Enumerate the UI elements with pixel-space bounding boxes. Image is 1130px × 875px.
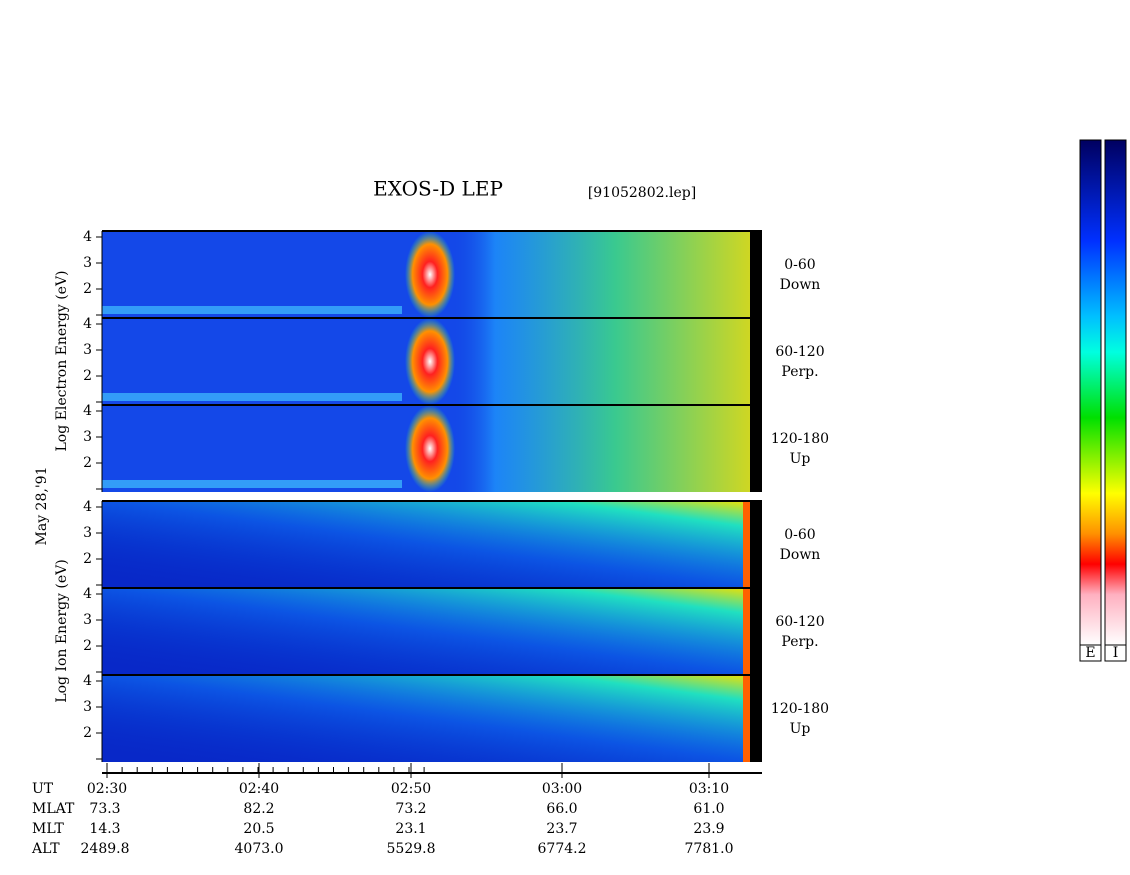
y-axis-label: Log Ion Energy (eV) <box>54 559 70 702</box>
y-tick-label: 4 <box>83 229 92 245</box>
panel-low <box>102 306 402 314</box>
y-tick-label: 2 <box>83 551 92 567</box>
row-value: 73.3 <box>89 801 120 817</box>
row-value: 7781.0 <box>685 841 734 857</box>
fill-band <box>750 231 762 318</box>
y-tick-label: 3 <box>83 699 92 715</box>
panel-dir: Down <box>780 547 821 563</box>
panel-hot <box>102 501 750 588</box>
row-value: 14.3 <box>89 821 120 837</box>
date-label: May 28,'91 <box>34 467 50 546</box>
panel-low <box>102 480 402 488</box>
panel-hot <box>450 405 750 492</box>
y-tick-label: 4 <box>83 316 92 332</box>
row-name: UT <box>32 781 54 797</box>
row-value: 73.2 <box>395 801 426 817</box>
x-tick-label: 02:50 <box>391 781 431 797</box>
panel-range: 120-180 <box>771 701 829 717</box>
x-tick-label: 03:10 <box>689 781 729 797</box>
panel-dir: Perp. <box>781 634 818 650</box>
y-tick-label: 2 <box>83 281 92 297</box>
panel-dir: Perp. <box>781 364 818 380</box>
panel-hot <box>450 231 750 318</box>
panel-low <box>102 393 402 401</box>
row-name: ALT <box>31 841 60 857</box>
fill-band <box>750 501 762 588</box>
y-tick-label: 3 <box>83 255 92 271</box>
fill-band <box>750 675 762 762</box>
panel-range: 60-120 <box>775 344 824 360</box>
panel-edge <box>743 675 750 762</box>
panel-dir: Down <box>780 277 821 293</box>
colorbar <box>1079 139 1102 646</box>
panel-hot <box>450 318 750 405</box>
x-tick-label: 03:00 <box>542 781 582 797</box>
row-value: 23.1 <box>395 821 426 837</box>
row-value: 82.2 <box>243 801 274 817</box>
row-name: MLT <box>32 821 64 837</box>
panel-hot <box>102 675 750 762</box>
y-tick-label: 4 <box>83 499 92 515</box>
panel-burst <box>405 231 455 318</box>
y-tick-label: 4 <box>83 673 92 689</box>
row-value: 4073.0 <box>235 841 284 857</box>
row-value: 23.9 <box>693 821 724 837</box>
panel-burst <box>405 318 455 405</box>
y-tick-label: 3 <box>83 525 92 541</box>
y-tick-label: 2 <box>83 638 92 654</box>
fill-band <box>750 318 762 405</box>
file-name: [91052802.lep] <box>588 185 696 201</box>
panel-hot <box>102 588 750 675</box>
y-tick-label: 3 <box>83 342 92 358</box>
panel-range: 60-120 <box>775 614 824 630</box>
colorbar-label-box <box>1104 644 1127 662</box>
colorbar-label: E <box>1085 645 1095 661</box>
row-value: 23.7 <box>546 821 577 837</box>
y-tick-label: 4 <box>83 586 92 602</box>
row-name: MLAT <box>32 801 75 817</box>
panel-range: 0-60 <box>784 257 815 273</box>
y-tick-label: 2 <box>83 455 92 471</box>
title: EXOS-D LEP <box>373 177 503 201</box>
row-value: 5529.8 <box>387 841 436 857</box>
y-axis-label: Log Electron Energy (eV) <box>54 270 70 451</box>
panel-range: 0-60 <box>784 527 815 543</box>
panel-dir: Up <box>790 451 811 467</box>
fill-band <box>750 405 762 492</box>
x-tick-label: 02:40 <box>239 781 279 797</box>
panel-burst <box>405 405 455 492</box>
colorbar <box>1104 139 1127 646</box>
y-tick-label: 3 <box>83 429 92 445</box>
row-value: 66.0 <box>546 801 577 817</box>
colorbar-label-box <box>1079 644 1102 662</box>
x-tick-label: 02:30 <box>87 781 127 797</box>
panel-edge <box>743 501 750 588</box>
fill-band <box>750 588 762 675</box>
y-tick-label: 3 <box>83 612 92 628</box>
colorbar-label: I <box>1113 645 1119 661</box>
panel-range: 120-180 <box>771 431 829 447</box>
row-value: 6774.2 <box>538 841 587 857</box>
panel-dir: Up <box>790 721 811 737</box>
y-tick-label: 4 <box>83 403 92 419</box>
row-value: 20.5 <box>243 821 274 837</box>
row-value: 2489.8 <box>81 841 130 857</box>
y-tick-label: 2 <box>83 368 92 384</box>
y-tick-label: 2 <box>83 725 92 741</box>
row-value: 61.0 <box>693 801 724 817</box>
panel-edge <box>743 588 750 675</box>
